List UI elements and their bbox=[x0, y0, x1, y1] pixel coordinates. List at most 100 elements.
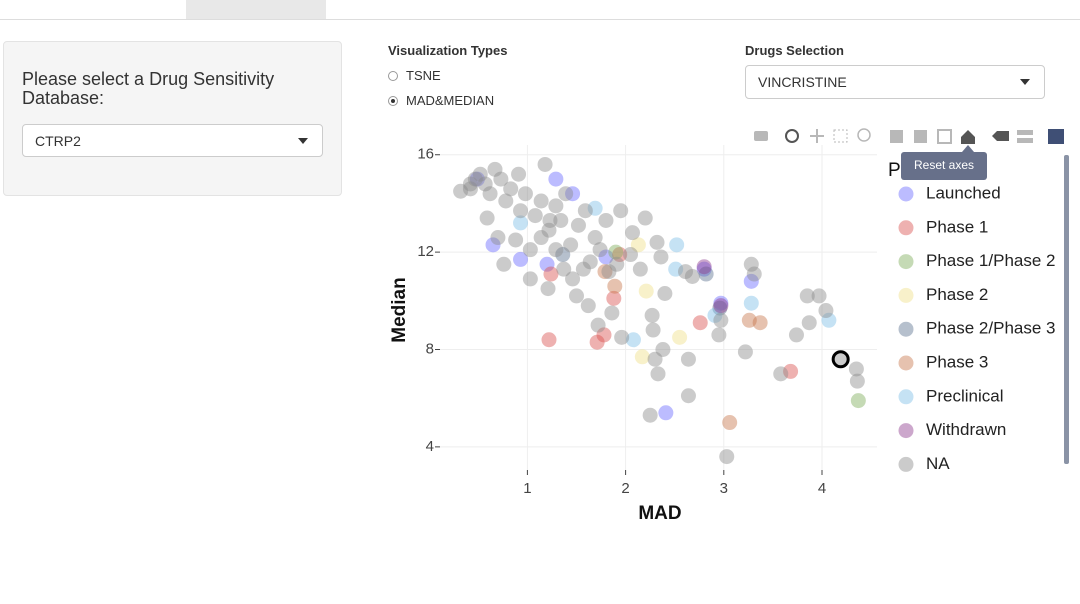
point bbox=[624, 225, 640, 241]
point bbox=[555, 247, 571, 263]
point bbox=[582, 254, 598, 270]
point bbox=[565, 271, 581, 287]
point bbox=[696, 261, 712, 277]
point bbox=[533, 193, 549, 209]
point bbox=[712, 300, 728, 316]
legend-marker bbox=[898, 423, 914, 439]
point bbox=[647, 351, 663, 367]
point bbox=[743, 295, 759, 311]
point bbox=[477, 176, 493, 192]
point bbox=[614, 329, 630, 345]
point bbox=[598, 249, 614, 265]
point bbox=[741, 312, 757, 328]
point bbox=[653, 249, 669, 265]
point bbox=[680, 388, 696, 404]
y-tick-label: 8 bbox=[426, 340, 434, 357]
mode-spike[interactable] bbox=[992, 131, 1009, 141]
point bbox=[849, 373, 865, 389]
mode-hover-closest[interactable] bbox=[1017, 130, 1033, 135]
point bbox=[692, 315, 708, 331]
point bbox=[773, 366, 789, 382]
point bbox=[722, 415, 738, 431]
point bbox=[469, 171, 485, 187]
point bbox=[548, 198, 564, 214]
y-tick-label: 16 bbox=[417, 146, 434, 163]
drug-value: VINCRISTINE bbox=[758, 74, 847, 90]
point bbox=[657, 286, 673, 302]
point bbox=[645, 322, 661, 338]
viz-label: Visualization Types bbox=[388, 43, 508, 58]
legend-scrollbar[interactable] bbox=[1064, 155, 1069, 464]
point bbox=[637, 210, 653, 226]
point bbox=[541, 332, 557, 348]
legend-marker bbox=[898, 389, 914, 405]
point bbox=[467, 171, 483, 187]
tooltip-box bbox=[901, 152, 987, 180]
point bbox=[850, 393, 866, 409]
y-axis-title: Median bbox=[389, 277, 410, 342]
mode-logo[interactable] bbox=[1048, 129, 1064, 144]
point bbox=[503, 181, 519, 197]
point bbox=[678, 264, 694, 280]
mode-autoscale[interactable] bbox=[937, 129, 952, 144]
db-select[interactable]: CTRP2 bbox=[22, 124, 323, 157]
legend-marker bbox=[898, 355, 914, 371]
radio-tsne[interactable]: TSNE bbox=[388, 68, 441, 83]
legend-label: Phase 2 bbox=[926, 285, 988, 304]
x-axis-title: MAD bbox=[638, 503, 681, 524]
point bbox=[719, 449, 735, 465]
mode-zoom[interactable] bbox=[785, 129, 799, 143]
point bbox=[632, 261, 648, 277]
point bbox=[642, 407, 658, 423]
points bbox=[453, 156, 866, 465]
point bbox=[625, 332, 641, 348]
point bbox=[493, 171, 509, 187]
point bbox=[517, 186, 533, 202]
point bbox=[713, 298, 729, 314]
point bbox=[649, 234, 665, 250]
point bbox=[713, 295, 729, 311]
legend-marker bbox=[898, 321, 914, 337]
x-tick-label: 1 bbox=[523, 480, 531, 497]
point bbox=[522, 271, 538, 287]
point bbox=[799, 288, 815, 304]
x-tick-label: 3 bbox=[720, 480, 728, 497]
legend-label: Launched bbox=[926, 183, 1001, 202]
radio-madmedian[interactable]: MAD&MEDIAN bbox=[388, 93, 494, 108]
point bbox=[601, 264, 617, 280]
legend-marker bbox=[898, 254, 914, 270]
point bbox=[575, 261, 591, 277]
point bbox=[598, 212, 614, 228]
y-tick-label: 4 bbox=[426, 438, 434, 455]
drug-select[interactable]: VINCRISTINE bbox=[745, 65, 1045, 99]
point bbox=[542, 212, 558, 228]
mode-select[interactable] bbox=[833, 129, 848, 143]
point bbox=[543, 266, 559, 282]
mode-camera[interactable] bbox=[754, 131, 768, 141]
point bbox=[462, 176, 478, 192]
point bbox=[496, 256, 512, 272]
mode-zoom-out[interactable] bbox=[914, 130, 927, 143]
point bbox=[537, 156, 553, 172]
mode-lasso[interactable] bbox=[857, 128, 871, 142]
mode-hover-compare[interactable] bbox=[1017, 138, 1033, 143]
point bbox=[672, 329, 688, 345]
point bbox=[485, 237, 501, 253]
point bbox=[548, 242, 564, 258]
point bbox=[548, 171, 564, 187]
point bbox=[634, 349, 650, 365]
x-tick-label: 4 bbox=[818, 480, 826, 497]
point bbox=[713, 312, 729, 328]
db-label: Please select a Drug Sensitivity Databas… bbox=[22, 69, 275, 108]
active-tab[interactable] bbox=[186, 0, 326, 19]
legend-title: P bbox=[888, 160, 901, 181]
mode-zoom-in[interactable] bbox=[890, 130, 903, 143]
mode-pan[interactable] bbox=[810, 129, 824, 143]
legend-label: Phase 1 bbox=[926, 217, 988, 236]
legend: P Launched Phase 1 Phase 1/Phase 2 Phase 2 Ph… bbox=[888, 160, 1055, 473]
legend-marker bbox=[898, 220, 914, 236]
mode-reset[interactable] bbox=[961, 130, 975, 144]
point bbox=[508, 232, 524, 248]
